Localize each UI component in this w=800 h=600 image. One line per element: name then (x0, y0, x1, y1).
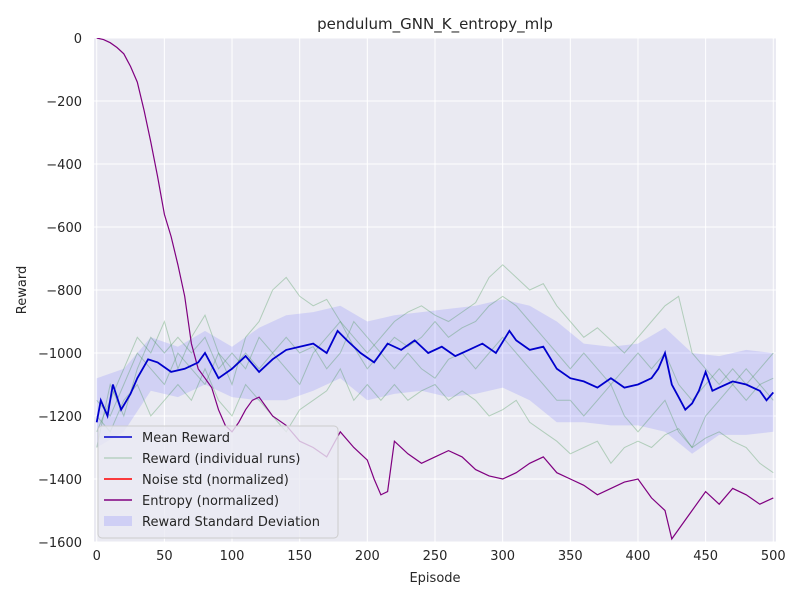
y-tick-label: −400 (46, 158, 82, 173)
x-tick-label: 450 (693, 549, 718, 564)
x-tick-label: 0 (93, 549, 101, 564)
run-line (96, 264, 774, 432)
legend: Mean Reward Reward (individual runs) Noise… (97, 425, 339, 539)
legend-label: Mean Reward (142, 431, 230, 446)
x-tick-label: 350 (558, 549, 583, 564)
legend-box (97, 425, 339, 539)
x-tick-label: 500 (761, 549, 786, 564)
legend-label: Noise std (normalized) (142, 473, 289, 488)
y-tick-label: −1600 (38, 536, 82, 551)
y-tick-label: −200 (46, 95, 82, 110)
y-tick-label: −1000 (38, 347, 82, 362)
x-tick-label: 50 (156, 549, 173, 564)
y-tick-label: −1400 (38, 473, 82, 488)
legend-label: Reward Standard Deviation (142, 515, 320, 530)
entropy-line (96, 38, 774, 541)
y-tick-label: −1200 (38, 410, 82, 425)
legend-label: Entropy (normalized) (142, 494, 279, 509)
x-tick-label: 400 (626, 549, 651, 564)
mean-reward-line (95, 329, 774, 423)
y-tick-label: −600 (46, 221, 82, 236)
run-line (96, 367, 774, 474)
x-tick-label: 150 (287, 549, 312, 564)
x-tick-label: 300 (490, 549, 515, 564)
run-line (96, 295, 774, 448)
y-axis-label: Reward (15, 266, 30, 314)
data-layer (95, 38, 774, 541)
grid (94, 37, 776, 543)
legend-swatch (104, 516, 132, 526)
run-line (96, 320, 774, 449)
x-tick-label: 250 (423, 549, 448, 564)
y-tick-label: −800 (46, 284, 82, 299)
x-axis-label: Episode (409, 571, 460, 586)
y-axis: 0 −200 −400 −600 −800 −1000 −1200 −1400 −1600 (38, 32, 82, 551)
x-tick-label: 200 (355, 549, 380, 564)
std-band (96, 299, 774, 454)
x-tick-label: 100 (220, 549, 245, 564)
x-axis: 0 50 100 150 200 250 300 350 400 450 500 (93, 549, 786, 564)
legend-label: Reward (individual runs) (142, 452, 301, 467)
y-tick-label: 0 (74, 32, 82, 47)
chart-title: pendulum_GNN_K_entropy_mlp (317, 15, 553, 34)
